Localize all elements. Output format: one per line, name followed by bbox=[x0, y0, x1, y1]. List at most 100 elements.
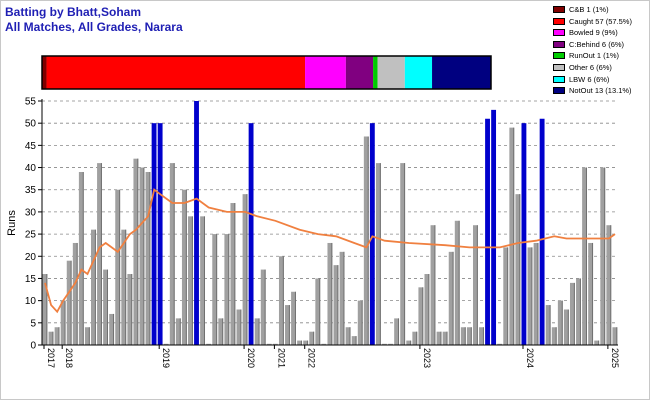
innings-bar bbox=[563, 309, 569, 345]
innings-bar bbox=[497, 343, 503, 345]
innings-bar bbox=[448, 251, 454, 345]
innings-bar bbox=[278, 256, 284, 345]
innings-bar bbox=[200, 216, 206, 345]
x-tick-label: 2017 bbox=[46, 348, 56, 368]
innings-bar bbox=[527, 247, 533, 345]
innings-bar bbox=[551, 327, 557, 345]
innings-bar bbox=[297, 340, 303, 345]
innings-bar bbox=[351, 336, 357, 345]
legend-label: C:Behind 6 (6%) bbox=[569, 39, 625, 49]
not-out-bar bbox=[521, 123, 527, 345]
legend-item: C&B 1 (1%) bbox=[553, 4, 632, 15]
innings-bar bbox=[424, 274, 430, 345]
not-out-bar bbox=[369, 123, 375, 345]
innings-bar bbox=[406, 340, 412, 345]
innings-bar bbox=[345, 327, 351, 345]
y-tick-label: 45 bbox=[25, 141, 37, 152]
x-tick-label: 2022 bbox=[307, 348, 317, 368]
y-tick-label: 25 bbox=[25, 230, 37, 241]
innings-bar bbox=[97, 163, 102, 345]
innings-bar bbox=[533, 242, 539, 345]
innings-bar bbox=[60, 300, 66, 345]
legend-label: Bowled 9 (9%) bbox=[569, 28, 618, 38]
innings-bar bbox=[145, 171, 151, 345]
x-tick-label: 2025 bbox=[610, 348, 620, 368]
legend-item: Caught 57 (57.5%) bbox=[553, 16, 632, 27]
legend-item: C:Behind 6 (6%) bbox=[553, 39, 632, 50]
innings-bar bbox=[436, 331, 442, 345]
not-out-bar bbox=[539, 118, 545, 345]
not-out-bar bbox=[491, 109, 497, 345]
not-out-bar bbox=[485, 118, 490, 345]
innings-bar bbox=[291, 291, 296, 345]
innings-bar bbox=[600, 167, 606, 345]
innings-bar bbox=[503, 247, 509, 345]
innings-bar bbox=[363, 136, 369, 345]
innings-bar bbox=[133, 158, 139, 345]
innings-bar bbox=[188, 216, 193, 345]
y-axis-label: Runs bbox=[6, 210, 18, 236]
legend: C&B 1 (1%) Caught 57 (57.5%) Bowled 9 (9%)… bbox=[553, 4, 632, 97]
innings-bar bbox=[333, 265, 339, 345]
x-tick-label: 2021 bbox=[276, 348, 286, 368]
chart-title: Batting by Bhatt,Soham bbox=[5, 5, 142, 19]
x-tick-label: 2020 bbox=[246, 348, 256, 368]
innings-bar bbox=[454, 220, 460, 345]
innings-bar bbox=[175, 318, 181, 345]
x-tick-label: 2019 bbox=[161, 348, 171, 368]
innings-bar bbox=[121, 229, 127, 345]
innings-bar bbox=[327, 242, 333, 345]
innings-bar bbox=[218, 318, 224, 345]
dismissal-segment bbox=[373, 56, 378, 89]
innings-bar bbox=[606, 225, 612, 345]
innings-bar bbox=[139, 167, 145, 345]
x-tick-label: 2018 bbox=[64, 348, 74, 368]
innings-bar bbox=[224, 234, 230, 345]
innings-bar bbox=[54, 327, 60, 345]
innings-bar bbox=[339, 251, 345, 345]
innings-bar bbox=[357, 300, 363, 345]
innings-bar bbox=[315, 278, 321, 345]
innings-bar bbox=[42, 274, 48, 345]
innings-bar bbox=[375, 163, 381, 345]
innings-bar bbox=[515, 194, 521, 345]
innings-bar bbox=[230, 203, 236, 345]
dismissal-segment bbox=[305, 56, 346, 89]
innings-bar bbox=[78, 171, 84, 345]
innings-bar bbox=[242, 194, 248, 345]
average-line bbox=[44, 188, 616, 314]
dismissal-segment bbox=[345, 56, 374, 89]
innings-bar bbox=[612, 327, 618, 345]
y-tick-label: 40 bbox=[25, 163, 37, 174]
innings-bar bbox=[594, 340, 600, 345]
legend-swatch bbox=[553, 52, 565, 60]
innings-bar bbox=[472, 225, 478, 345]
innings-bar bbox=[309, 331, 315, 345]
y-tick-label: 5 bbox=[30, 318, 36, 329]
innings-bar bbox=[557, 300, 563, 345]
y-tick-label: 35 bbox=[25, 185, 37, 196]
innings-bar bbox=[479, 327, 484, 345]
innings-bar bbox=[254, 318, 260, 345]
innings-bar bbox=[394, 318, 400, 345]
legend-swatch bbox=[553, 17, 565, 25]
legend-item: RunOut 1 (1%) bbox=[553, 50, 632, 61]
not-out-bar bbox=[248, 123, 254, 345]
innings-bar bbox=[466, 327, 472, 345]
innings-bar bbox=[588, 242, 594, 345]
innings-bar bbox=[430, 225, 436, 345]
innings-bar bbox=[400, 163, 406, 345]
legend-item: Bowled 9 (9%) bbox=[553, 27, 632, 38]
legend-label: NotOut 13 (13.1%) bbox=[569, 86, 632, 96]
innings-bar bbox=[509, 127, 515, 345]
innings-bar bbox=[109, 313, 115, 345]
legend-label: C&B 1 (1%) bbox=[569, 5, 609, 14]
legend-label: RunOut 1 (1%) bbox=[569, 51, 620, 61]
innings-bar bbox=[272, 343, 278, 345]
x-tick-label: 2024 bbox=[525, 348, 535, 368]
innings-bar bbox=[115, 189, 121, 345]
innings-bar bbox=[303, 340, 309, 345]
x-tick-label: 2023 bbox=[422, 348, 432, 368]
innings-bar bbox=[206, 343, 212, 345]
